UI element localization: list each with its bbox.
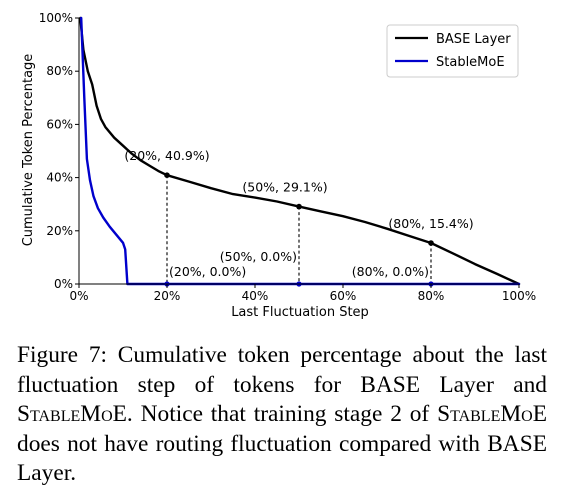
series-line-base-layer	[79, 16, 521, 286]
annotation-point	[296, 203, 302, 210]
x-tick-label: 20%	[154, 289, 181, 303]
annotation-label: (50%, 29.1%)	[242, 180, 327, 195]
legend: BASE Layer StableMoE	[386, 24, 519, 78]
y-tick-label: 20%	[46, 224, 73, 238]
y-tick-label: 100%	[39, 11, 73, 25]
caption-text-1: Cumulative token percentage about the la…	[17, 342, 547, 398]
caption-stablemoe-1: StableMoE	[17, 401, 127, 427]
annotation-zero-label: (50%, 0.0%)	[220, 249, 297, 264]
x-tick-label: 0%	[69, 289, 88, 303]
legend-label-stablemoe: StableMoE	[436, 55, 505, 70]
x-tick-label: 40%	[242, 289, 269, 303]
x-tick-label: 60%	[330, 289, 357, 303]
annotation-zero-label: (20%, 0.0%)	[169, 264, 246, 279]
annotation-label: (80%, 15.4%)	[388, 216, 473, 231]
y-tick-label: 80%	[46, 64, 73, 78]
caption-text-3: does not have routing fluctuation compar…	[17, 430, 547, 487]
cumulative-token-chart: (20%, 40.9%) (20%, 0.0%) (50%, 29.1%) (50%,…	[21, 11, 536, 320]
caption-text-2: . Notice that training stage 2 of	[126, 401, 430, 427]
y-tick-label: 0%	[54, 277, 73, 291]
annotation-zero-label: (80%, 0.0%)	[352, 264, 429, 279]
caption-stablemoe-2: StableMoE	[437, 401, 547, 427]
y-tick-label: 40%	[46, 171, 73, 185]
x-tick-label: 80%	[418, 289, 445, 303]
legend-label-base-layer: BASE Layer	[436, 32, 511, 47]
annotation-point	[164, 172, 170, 179]
annotation-label: (20%, 40.9%)	[124, 148, 209, 163]
caption-label: Figure 7:	[17, 342, 108, 368]
y-axis-label: Cumulative Token Percentage	[21, 54, 36, 247]
x-axis-label: Last Fluctuation Step	[231, 305, 369, 320]
figure-caption: Figure 7: Cumulative token percentage ab…	[17, 341, 547, 489]
y-tick-label: 60%	[46, 117, 73, 131]
annotation-point	[428, 240, 434, 246]
x-tick-label: 100%	[502, 289, 536, 303]
